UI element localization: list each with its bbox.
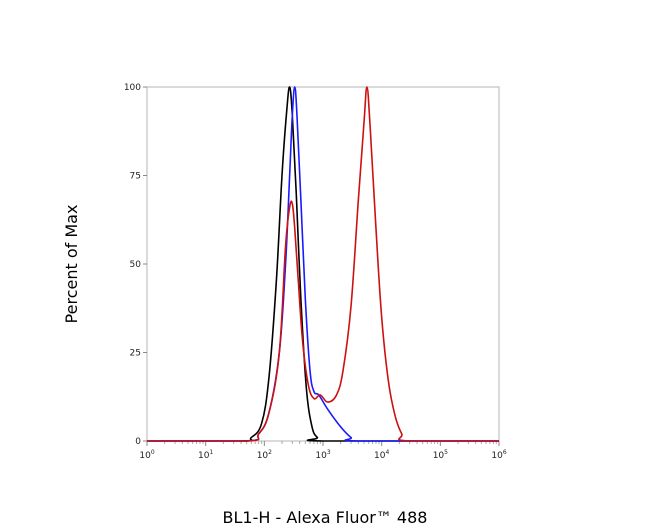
x-tick-base: 10 bbox=[491, 451, 503, 461]
x-tick-exponent: 6 bbox=[503, 449, 507, 456]
y-axis-title: Percent of Max bbox=[62, 205, 81, 324]
x-tick-label: 100 bbox=[139, 449, 154, 461]
series-line-1 bbox=[147, 86, 499, 442]
y-tick-label: 75 bbox=[130, 172, 141, 182]
x-tick-label: 103 bbox=[315, 449, 330, 461]
x-tick-exponent: 0 bbox=[151, 449, 155, 456]
x-tick-exponent: 2 bbox=[268, 449, 272, 456]
y-tick-label: 25 bbox=[130, 349, 141, 359]
plot-frame bbox=[146, 86, 500, 442]
x-tick-exponent: 1 bbox=[209, 449, 213, 456]
x-tick-label: 102 bbox=[257, 449, 272, 461]
x-tick-label: 106 bbox=[491, 449, 506, 461]
x-tick-base: 10 bbox=[433, 451, 445, 461]
y-tick-label: 0 bbox=[135, 437, 141, 447]
x-tick-base: 10 bbox=[257, 451, 269, 461]
x-tick-label: 104 bbox=[374, 449, 389, 461]
x-tick-label: 101 bbox=[198, 449, 213, 461]
y-tick-label: 100 bbox=[124, 83, 141, 93]
x-tick-exponent: 3 bbox=[327, 449, 331, 456]
x-tick-base: 10 bbox=[198, 451, 210, 461]
y-tick-label: 50 bbox=[130, 260, 142, 270]
x-axis-title: BL1-H - Alexa Fluor™ 488 bbox=[223, 508, 428, 527]
x-tick-label: 105 bbox=[433, 449, 448, 461]
x-tick-base: 10 bbox=[374, 451, 386, 461]
x-tick-base: 10 bbox=[139, 451, 151, 461]
x-tick-exponent: 5 bbox=[444, 449, 448, 456]
x-tick-exponent: 4 bbox=[385, 449, 389, 456]
x-tick-base: 10 bbox=[315, 451, 327, 461]
series-line-3 bbox=[147, 86, 499, 442]
series-line-2 bbox=[147, 86, 499, 442]
